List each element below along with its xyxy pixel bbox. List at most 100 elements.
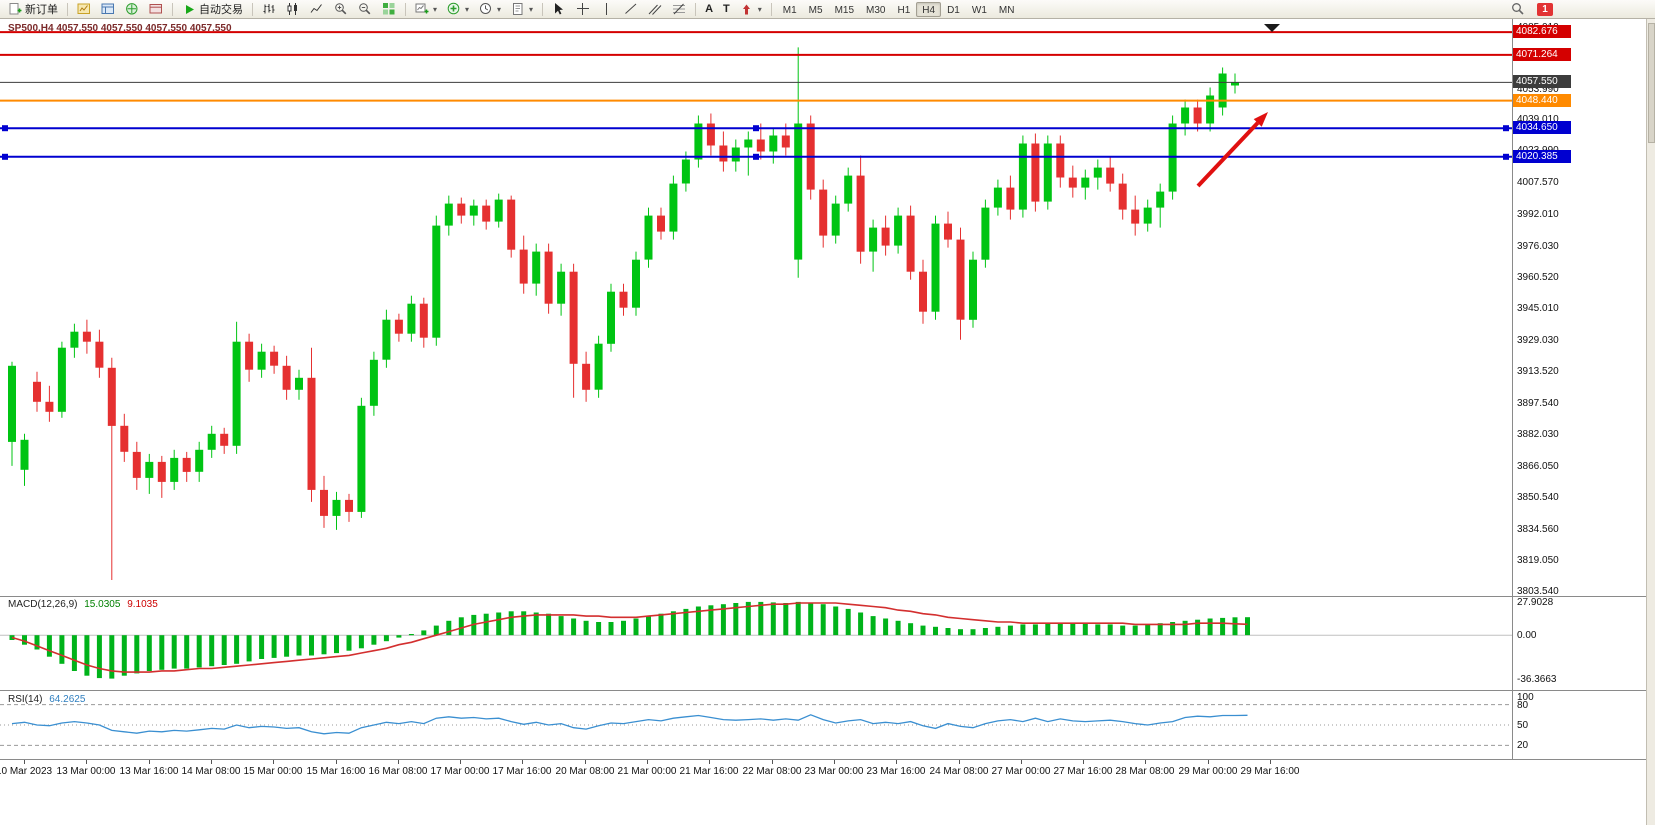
charts-button[interactable] [73, 1, 95, 18]
search-button[interactable] [1507, 1, 1529, 18]
new-order-button[interactable]: 新订单 [4, 1, 62, 18]
periods-button[interactable]: ▾ [475, 1, 505, 18]
new-chart-icon [415, 2, 429, 16]
rsi-name: RSI(14) [8, 694, 43, 705]
timeframe-m15[interactable]: M15 [829, 2, 860, 17]
time-tick [398, 760, 399, 764]
timeframe-m5[interactable]: M5 [803, 2, 829, 17]
ar row-objects-button[interactable]: ▾ [736, 1, 766, 18]
zoom-out-button[interactable] [354, 1, 376, 18]
panel-separator[interactable] [0, 690, 1646, 691]
timeframe-h4[interactable]: H4 [916, 1, 942, 17]
price-chart[interactable] [0, 19, 1512, 596]
bar-chart-mode-button[interactable] [258, 1, 280, 18]
price-axis[interactable]: 4085.0104069.5004053.9904039.0104023.990… [1513, 0, 1646, 825]
price-axis-label: 3850.540 [1517, 492, 1559, 503]
timeframe-m30[interactable]: M30 [860, 2, 891, 17]
time-axis-label: 27 Mar 00:00 [991, 766, 1051, 777]
zoom-in-button[interactable] [330, 1, 352, 18]
data-window-button[interactable] [97, 1, 119, 18]
time-tick [896, 760, 897, 764]
timeframe-h1[interactable]: H1 [891, 2, 916, 17]
terminal-button[interactable] [145, 1, 167, 18]
time-tick [460, 760, 461, 764]
time-tick [959, 760, 960, 764]
price-axis-label: 3960.520 [1517, 272, 1559, 283]
vertical-line-tool-button[interactable] [596, 1, 618, 18]
text-tool-icon: A [705, 3, 714, 15]
cursor-icon [552, 2, 566, 16]
time-axis-label: 28 Mar 08:00 [1115, 766, 1175, 777]
candlestick-mode-button[interactable] [282, 1, 304, 18]
search-icon [1511, 2, 1525, 16]
time-axis-label: 21 Mar 00:00 [617, 766, 677, 777]
macd-signal-line [11, 602, 1248, 673]
time-axis[interactable]: 10 Mar 2023 13 Mar 00:00 13 Mar 16:00 14 Ma… [0, 760, 1512, 782]
text-label-tool-button[interactable]: T [719, 1, 734, 18]
time-tick [1145, 760, 1146, 764]
dropdown-arrow-icon: ▾ [433, 4, 438, 14]
timeframe-group: M1 M5 M15 M30 H1 H4 D1 W1 MN [777, 1, 1021, 17]
trendline-tool-button[interactable] [620, 1, 642, 18]
macd-axis-label: 0.00 [1517, 630, 1537, 641]
arrow-annotation [1196, 112, 1268, 188]
price-badge: 4020.385 [1513, 150, 1571, 163]
panel-separator[interactable] [0, 596, 1646, 597]
price-badge: 4057.550 [1513, 75, 1571, 88]
macd-plot[interactable] [0, 597, 1512, 690]
rsi-axis-label: 20 [1517, 740, 1529, 751]
timeframe-w1[interactable]: W1 [966, 2, 993, 17]
panel-separator [0, 759, 1646, 760]
time-axis-label: 21 Mar 16:00 [679, 766, 739, 777]
toolbar-separator [405, 2, 406, 16]
price-axis-label: 3992.010 [1517, 209, 1559, 220]
scrollbar-thumb[interactable] [1648, 23, 1655, 143]
timeframe-d1[interactable]: D1 [941, 2, 966, 17]
data-window-icon [101, 2, 115, 16]
line-chart-icon [310, 2, 324, 16]
ohlc-values: 4057.550 4057.550 4057.550 4057.550 [56, 23, 232, 34]
macd-axis-label: -36.3663 [1517, 674, 1557, 685]
indicators-button[interactable]: ▾ [443, 1, 473, 18]
channel-icon [648, 2, 662, 16]
notification-badge[interactable]: 1 [1537, 2, 1553, 16]
price-axis-label: 3976.030 [1517, 241, 1559, 252]
line-chart-mode-button[interactable] [306, 1, 328, 18]
cursor-tool-button[interactable] [548, 1, 570, 18]
timeframe-mn[interactable]: MN [993, 2, 1021, 17]
auto-trading-label: 自动交易 [199, 4, 243, 16]
rsi-line [11, 714, 1248, 735]
templates-button[interactable]: ▾ [507, 1, 537, 18]
rsi-plot[interactable] [0, 691, 1512, 759]
price-axis-separator [1512, 19, 1513, 760]
auto-trading-button[interactable]: 自动交易 [178, 1, 247, 18]
tile-windows-button[interactable] [378, 1, 400, 18]
price-axis-label: 3834.560 [1517, 524, 1559, 535]
time-axis-label: 13 Mar 16:00 [119, 766, 179, 777]
fibonacci-tool-button[interactable] [668, 1, 690, 18]
time-axis-label: 17 Mar 16:00 [492, 766, 552, 777]
timeframe-m1[interactable]: M1 [777, 2, 803, 17]
price-axis-label: 3882.030 [1517, 429, 1559, 440]
time-axis-label: 23 Mar 00:00 [804, 766, 864, 777]
channel-tool-button[interactable] [644, 1, 666, 18]
text-tool-button[interactable]: A [701, 1, 717, 18]
time-tick [336, 760, 337, 764]
time-tick [273, 760, 274, 764]
crosshair-icon [576, 2, 590, 16]
time-axis-label: 14 Mar 08:00 [181, 766, 241, 777]
time-tick [211, 760, 212, 764]
crosshair-tool-button[interactable] [572, 1, 594, 18]
rsi-label: RSI(14) 64.2625 [8, 694, 85, 705]
navigator-button[interactable] [121, 1, 143, 18]
dropdown-arrow-icon: ▾ [757, 4, 762, 14]
macd-main-value: 15.0305 [84, 599, 121, 610]
price-axis-label: 3945.010 [1517, 303, 1559, 314]
new-chart-button[interactable]: ▾ [411, 1, 441, 18]
time-axis-label: 20 Mar 08:00 [555, 766, 615, 777]
toolbar-separator [67, 2, 68, 16]
time-tick [1208, 760, 1209, 764]
time-axis-label: 15 Mar 00:00 [243, 766, 303, 777]
vertical-scrollbar[interactable] [1646, 19, 1655, 825]
rsi-axis-label: 50 [1517, 720, 1529, 731]
